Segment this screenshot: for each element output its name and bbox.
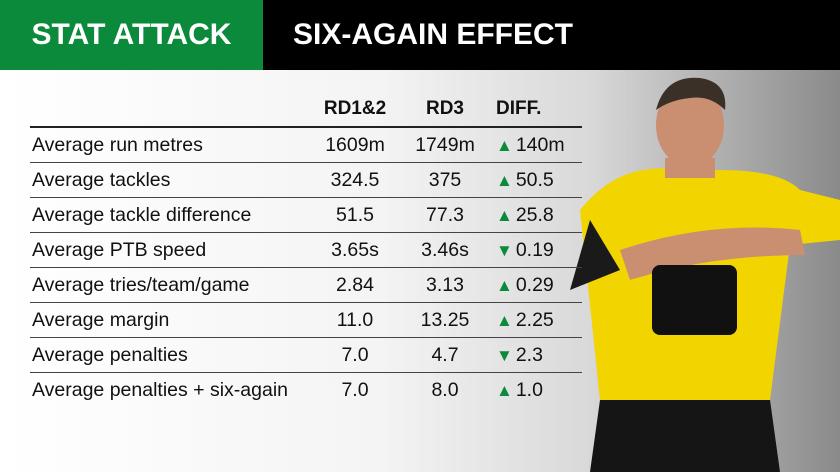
rd12-value: 1609m: [310, 126, 400, 163]
row-label: Average penalties + six-again: [30, 372, 310, 407]
row-label: Average run metres: [30, 126, 310, 163]
stats-table: RD1&2 RD3 DIFF. Average run metres 1609m 1…: [30, 92, 582, 407]
diff-cell: ▲ 2.25: [490, 302, 582, 338]
diff-cell: ▲ 0.29: [490, 267, 582, 303]
rd12-value: 2.84: [310, 267, 400, 303]
column-header: RD3: [400, 92, 490, 128]
row-label: Average margin: [30, 302, 310, 338]
rd12-value: 11.0: [310, 302, 400, 338]
rd3-value: 8.0: [400, 372, 490, 407]
table-row: Average run metres 1609m 1749m ▲ 140m: [30, 126, 582, 163]
rd3-value: 3.46s: [400, 232, 490, 268]
row-label: Average tackle difference: [30, 197, 310, 233]
rd3-value: 375: [400, 162, 490, 198]
column-header: DIFF.: [490, 92, 582, 128]
rd3-value: 1749m: [400, 126, 490, 163]
row-label: Average penalties: [30, 337, 310, 373]
table-row: Average tries/team/game 2.84 3.13 ▲ 0.29: [30, 267, 582, 303]
diff-arrow: ▲: [496, 275, 513, 295]
rd12-value: 324.5: [310, 162, 400, 198]
table-row: Average tackle difference 51.5 77.3 ▲ 25.8: [30, 197, 582, 233]
diff-arrow: ▲: [496, 170, 513, 190]
header-row: RD1&2 RD3 DIFF.: [30, 92, 582, 128]
diff-arrow: ▲: [496, 380, 513, 400]
table-row: Average PTB speed 3.65s 3.46s ▼ 0.19: [30, 232, 582, 268]
diff-cell: ▲ 25.8: [490, 197, 582, 233]
diff-arrow: ▲: [496, 310, 513, 330]
diff-cell: ▼ 0.19: [490, 232, 582, 268]
rd12-value: 51.5: [310, 197, 400, 233]
diff-cell: ▼ 2.3: [490, 337, 582, 373]
row-label: Average tries/team/game: [30, 267, 310, 303]
row-label: Average tackles: [30, 162, 310, 198]
diff-arrow: ▲: [496, 135, 513, 155]
diff-value: 140m: [515, 133, 565, 156]
rd12-value: 3.65s: [310, 232, 400, 268]
blank-header: [30, 92, 310, 128]
header-right: SIX-AGAIN EFFECT: [263, 0, 840, 70]
rd12-value: 7.0: [310, 337, 400, 373]
table-body: Average run metres 1609m 1749m ▲ 140m Average…: [30, 126, 582, 407]
diff-value: 50.5: [515, 168, 554, 191]
diff-value: 2.25: [515, 308, 554, 331]
table-row: Average tackles 324.5 375 ▲ 50.5: [30, 162, 582, 198]
rd3-value: 77.3: [400, 197, 490, 233]
rd12-value: 7.0: [310, 372, 400, 407]
rd3-value: 13.25: [400, 302, 490, 338]
diff-value: 0.29: [515, 273, 554, 296]
diff-value: 0.19: [515, 238, 554, 261]
diff-value: 1.0: [515, 378, 543, 401]
diff-cell: ▲ 140m: [490, 126, 582, 163]
table-row: Average penalties + six-again 7.0 8.0 ▲ 1.0: [30, 372, 582, 407]
table-row: Average penalties 7.0 4.7 ▼ 2.3: [30, 337, 582, 373]
diff-arrow: ▲: [496, 205, 513, 225]
header-left: STAT ATTACK: [0, 0, 263, 70]
rd3-value: 4.7: [400, 337, 490, 373]
table-row: Average margin 11.0 13.25 ▲ 2.25: [30, 302, 582, 338]
diff-cell: ▲ 50.5: [490, 162, 582, 198]
diff-value: 25.8: [515, 203, 554, 226]
column-header: RD1&2: [310, 92, 400, 128]
diff-cell: ▲ 1.0: [490, 372, 582, 407]
diff-arrow: ▼: [496, 345, 513, 365]
referee-photo: [570, 77, 840, 472]
diff-arrow: ▼: [496, 240, 513, 260]
rd3-value: 3.13: [400, 267, 490, 303]
diff-value: 2.3: [515, 343, 543, 366]
row-label: Average PTB speed: [30, 232, 310, 268]
